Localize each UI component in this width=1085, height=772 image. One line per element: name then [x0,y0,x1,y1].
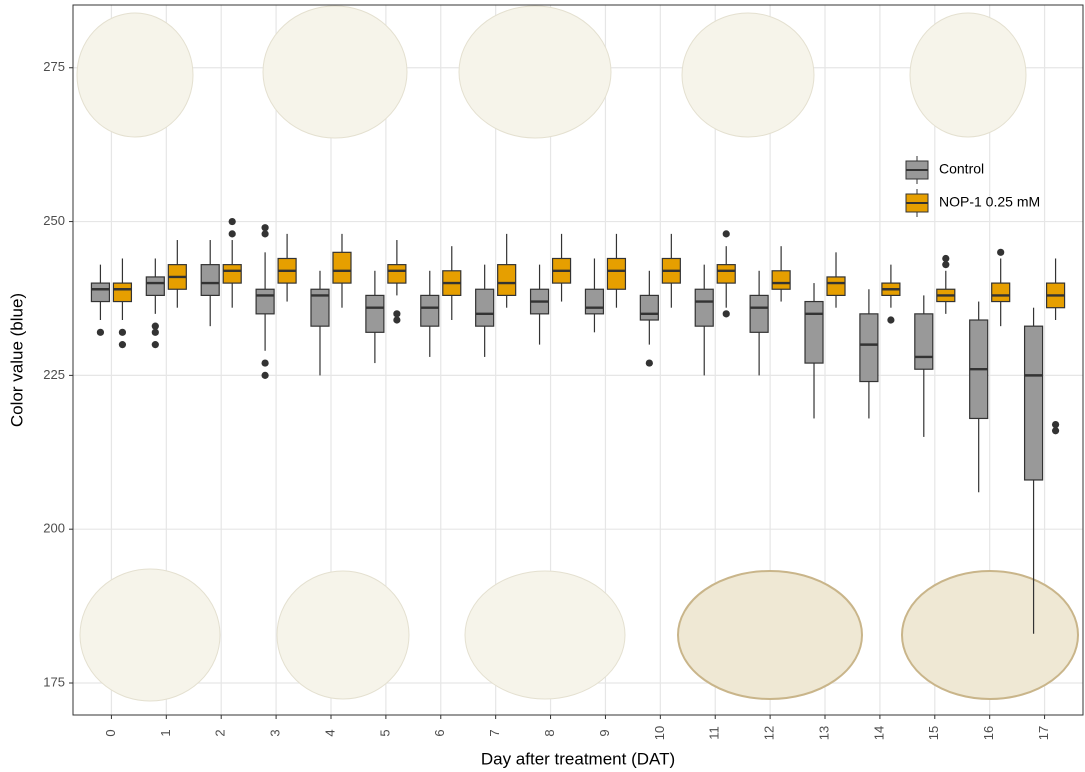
flower-image [901,570,1079,700]
outlier [261,359,269,367]
box [332,251,352,284]
x-tick-label: 13 [816,726,831,740]
outlier [942,261,950,269]
box [826,276,846,296]
box [90,282,111,303]
box [112,282,133,303]
x-tick-label: 10 [652,726,667,740]
flower-image [677,570,863,700]
x-tick-label: 5 [377,729,392,736]
x-tick-label: 16 [981,726,996,740]
flower-image [464,570,626,700]
y-tick-label: 275 [43,59,65,74]
outlier [887,316,895,324]
outlier [1051,427,1060,435]
flower-image [681,12,815,138]
x-tick-label: 9 [597,729,612,736]
x-tick-label: 2 [213,729,228,736]
x-tick-label: 17 [1036,726,1051,740]
outlier [151,341,159,349]
outlier [645,359,653,367]
boxes [90,217,1066,634]
outlier [393,310,401,318]
box [749,294,769,333]
box [639,294,659,321]
box [584,288,605,315]
box [255,288,275,315]
x-tick-label: 7 [487,729,502,736]
outlier [96,328,105,336]
outlier [722,310,730,318]
outlier [942,254,950,263]
box [694,288,714,327]
legend-label: NOP-1 0.25 mM [939,194,1040,210]
y-axis-title: Color value (blue) [7,293,26,427]
flower-image [276,570,410,700]
box [771,270,791,290]
legend-label: Control [939,161,984,177]
box [200,264,220,296]
outlier [722,230,730,238]
x-tick-label: 8 [542,729,557,736]
x-tick-label: 1 [158,729,173,736]
outlier [261,371,269,379]
x-tick-label: 4 [322,729,337,736]
box [387,264,407,284]
y-tick-label: 250 [43,213,65,228]
box [145,276,165,296]
box [991,282,1011,303]
outlier [151,322,159,330]
box [310,288,330,327]
outlier [997,248,1005,256]
x-tick-label: 11 [707,726,722,740]
x-tick-label: 14 [871,726,886,740]
x-tick-label: 6 [432,729,447,736]
flower-image [262,5,408,139]
box [859,313,879,383]
box [804,300,824,364]
box [420,294,440,327]
x-tick-label: 15 [926,726,941,740]
box [222,264,242,284]
y-tick-label: 200 [43,521,65,536]
box [365,294,385,333]
box [1023,325,1044,481]
flower-images [76,5,1079,702]
outlier [151,328,159,336]
flower-image [458,5,612,139]
outlier [228,217,236,226]
x-axis-title: Day after treatment (DAT) [481,749,675,768]
box [497,264,517,296]
flower-image [79,568,221,702]
outlier [1051,421,1060,429]
x-tick-label: 12 [762,726,777,740]
y-tick-label: 225 [43,367,65,382]
flower-image [76,12,194,138]
outlier [261,224,269,232]
outlier [393,316,401,324]
box [606,257,627,290]
outlier [118,341,127,349]
box [914,313,934,370]
legend: Control NOP-1 0.25 mM [905,156,1040,217]
outlier [261,230,269,238]
y-tick-label: 175 [43,674,65,689]
box [475,288,495,327]
x-tick-label: 3 [268,729,283,736]
outlier [118,328,127,336]
plot-border [72,4,1084,716]
box [716,264,736,284]
outlier [228,230,236,238]
x-tick-label: 0 [103,729,118,736]
flower-image [909,12,1027,138]
